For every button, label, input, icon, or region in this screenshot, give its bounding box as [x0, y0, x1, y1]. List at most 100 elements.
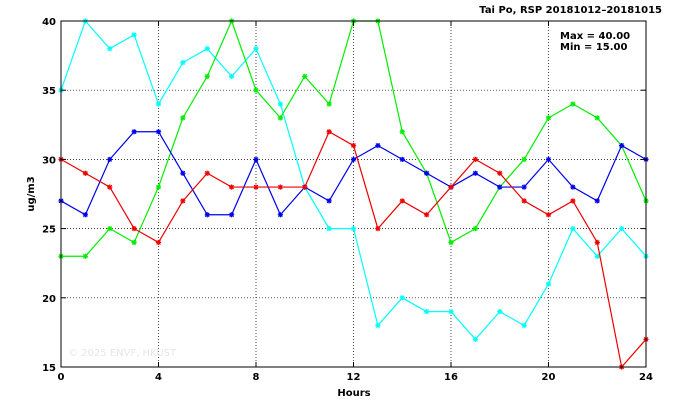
data-point-marker [82, 253, 88, 259]
data-point-marker [326, 129, 332, 135]
data-point-marker [131, 226, 137, 232]
data-point-marker [594, 198, 600, 204]
x-axis-title: Hours [337, 388, 370, 399]
data-point-marker [424, 212, 430, 218]
data-point-marker [472, 336, 478, 342]
grid [61, 21, 646, 367]
data-point-marker [472, 226, 478, 232]
data-point-marker [545, 156, 552, 162]
x-tick-label: 0 [58, 372, 65, 383]
y-tick-label: 15 [42, 363, 56, 374]
data-point-marker [253, 184, 259, 190]
data-point-marker [180, 170, 186, 176]
data-point-marker [326, 101, 332, 107]
data-point-marker [619, 226, 625, 232]
y-tick-label: 40 [42, 17, 56, 28]
data-point-marker [424, 170, 430, 176]
data-point-marker [375, 142, 381, 149]
data-point-marker [131, 129, 137, 135]
data-point-marker [472, 170, 478, 176]
data-point-marker [399, 295, 405, 301]
data-point-marker [497, 184, 503, 190]
data-point-marker [131, 32, 137, 38]
data-point-marker [570, 226, 576, 232]
y-tick-label: 20 [42, 294, 56, 305]
y-tick-label: 25 [42, 225, 56, 236]
data-point-marker [570, 184, 576, 190]
x-tick-label: 8 [253, 372, 260, 383]
data-point-marker [326, 226, 332, 232]
data-point-marker [570, 101, 576, 107]
axes: 0 4 8 12 16 20 24 15 20 25 30 35 40 [42, 17, 653, 383]
data-point-marker [107, 184, 113, 190]
data-point-marker [497, 170, 503, 176]
data-point-marker [302, 73, 308, 79]
chart-title: Tai Po, RSP 20181012–20181015 [479, 5, 662, 16]
data-point-marker [204, 73, 210, 79]
data-point-marker [155, 101, 162, 107]
data-point-marker [448, 239, 454, 246]
data-point-marker [399, 156, 405, 162]
data-point-marker [448, 309, 454, 315]
y-axis-title: ug/m3 [26, 176, 37, 211]
data-point-marker [350, 142, 357, 149]
data-point-marker [82, 170, 88, 176]
data-point-marker [375, 226, 381, 232]
data-point-marker [229, 212, 235, 218]
data-point-marker [253, 87, 259, 93]
y-tick-label: 35 [42, 86, 56, 97]
data-point-marker [570, 198, 576, 204]
data-point-marker [594, 253, 600, 259]
data-point-marker [497, 309, 503, 315]
data-point-marker [448, 184, 454, 190]
data-point-marker [472, 156, 478, 162]
data-point-marker [107, 156, 113, 162]
data-point-marker [545, 281, 552, 287]
data-point-marker [545, 212, 552, 218]
data-point-marker [107, 226, 113, 232]
data-point-marker [424, 309, 430, 315]
data-point-marker [277, 101, 283, 107]
data-point-marker [277, 184, 283, 190]
watermark: © 2025 ENVF, HKUST [68, 348, 177, 359]
data-point-marker [253, 46, 259, 52]
data-point-marker [155, 239, 162, 246]
data-point-marker [229, 73, 235, 79]
data-point-marker [229, 184, 235, 190]
data-point-marker [253, 156, 259, 162]
data-point-marker [180, 59, 186, 66]
x-tick-label: 12 [347, 372, 361, 383]
data-point-marker [326, 198, 332, 204]
data-point-marker [302, 184, 308, 190]
min-label: Min = 15.00 [560, 42, 628, 53]
data-point-marker [521, 184, 527, 190]
x-tick-label: 20 [542, 372, 556, 383]
plot-frame [60, 20, 647, 368]
data-point-marker [350, 156, 357, 162]
data-point-marker [82, 212, 88, 218]
x-tick-label: 4 [155, 372, 162, 383]
data-point-marker [594, 115, 600, 121]
data-point-marker [619, 142, 625, 149]
y-tick-label: 30 [42, 155, 56, 166]
data-point-marker [180, 198, 186, 204]
data-point-marker [204, 212, 210, 218]
data-point-marker [545, 115, 552, 121]
series-0 [58, 18, 649, 342]
data-point-marker [204, 46, 210, 52]
data-point-marker [350, 226, 357, 232]
series-3 [58, 129, 649, 370]
data-point-marker [399, 129, 405, 135]
data-point-marker [399, 198, 405, 204]
data-point-marker [594, 239, 600, 246]
data-point-marker [277, 115, 283, 121]
data-point-marker [521, 198, 527, 204]
data-point-marker [521, 156, 527, 162]
x-tick-label: 24 [639, 372, 653, 383]
series-layer [58, 18, 649, 370]
data-point-marker [204, 170, 210, 176]
data-point-marker [155, 129, 162, 135]
data-point-marker [107, 46, 113, 52]
data-point-marker [155, 184, 162, 190]
